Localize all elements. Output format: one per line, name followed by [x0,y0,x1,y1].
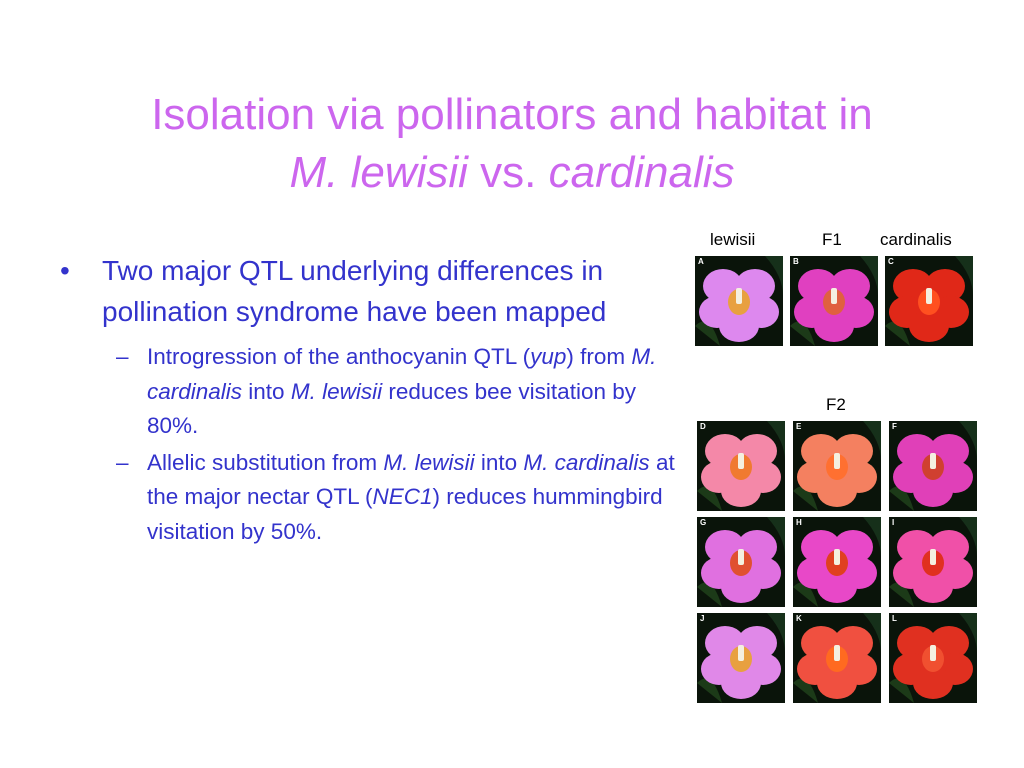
f2-photo-panel: D E F G H I J K L [697,421,981,705]
photo-letter: A [698,257,704,266]
gene-nec1: NEC1 [372,484,433,509]
sub-bullet-2: – Allelic substitution from M. lewisii i… [60,446,690,550]
parent-f1-photo-panel: A B C [695,256,977,349]
species-lewisii: M. lewisii [289,148,468,197]
flower-photo-c: C [885,256,977,349]
slide-title: Isolation via pollinators and habitat in… [0,86,1024,202]
photo-letter: K [796,614,802,623]
flower-photo-i: I [889,517,981,610]
main-bullet: • Two major QTL underlying differences i… [60,250,690,332]
photo-letter: D [700,422,706,431]
photo-letter: G [700,518,707,527]
title-line-1: Isolation via pollinators and habitat in [151,90,873,139]
flower-photo-e: E [793,421,886,514]
flower-photo-l: L [889,613,981,705]
label-lewisii: lewisii [710,230,756,249]
bullet-dot-icon: • [60,255,70,286]
photo-letter: F [892,422,897,431]
flower-photo-f: F [889,421,981,514]
sub-bullets: – Introgression of the anthocyanin QTL (… [60,340,690,549]
label-cardinalis: cardinalis [880,230,952,249]
photo-letter: I [892,518,895,527]
flower-photo-a: A [695,256,787,349]
bullet-dash-icon: – [116,449,129,475]
flower-photo-b: B [790,256,882,349]
label-f2: F2 [826,395,846,414]
label-f1: F1 [822,230,842,249]
photo-letter: J [700,614,705,623]
photo-letter: B [793,257,799,266]
photo-letter: L [892,614,897,623]
main-bullet-text: Two major QTL underlying differences in … [102,255,607,327]
flower-photo-h: H [793,517,886,610]
photo-letter: H [796,518,802,527]
bullet-list: • Two major QTL underlying differences i… [60,250,690,551]
flower-photo-k: K [793,613,886,705]
title-line-2: M. lewisii vs. cardinalis [0,144,1024,202]
bullet-dash-icon: – [116,344,129,369]
title-vs: vs. [480,148,537,197]
gene-yup: yup [530,344,567,369]
flower-photo-j: J [697,613,790,705]
species-cardinalis: cardinalis [548,148,735,197]
photo-letter: C [888,257,894,266]
flower-photo-d: D [697,421,790,514]
photo-letter: E [796,422,802,431]
flower-photo-g: G [697,517,790,610]
sub-bullet-1: – Introgression of the anthocyanin QTL (… [60,340,690,444]
